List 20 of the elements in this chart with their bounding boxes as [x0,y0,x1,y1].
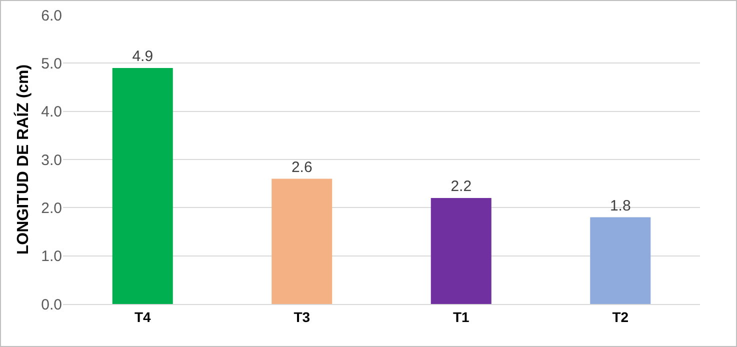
bar [112,68,173,304]
bar [272,178,332,304]
data-label: 2.2 [450,178,472,196]
bar [590,217,651,304]
data-label: 2.6 [291,158,312,176]
data-label: 1.8 [610,197,631,214]
y-tick-label: 4.0 [41,104,62,121]
y-tick-label: 2.0 [41,200,62,217]
bar [430,198,492,304]
data-label: 4.9 [132,48,154,65]
y-axis-title: LONGITUD DE RAÍZ (cm) [13,64,32,255]
x-tick-label: T4 [134,308,152,325]
x-tick-label: T2 [612,308,629,325]
y-tick-label: 6.0 [41,7,62,24]
y-tick-label: 0.0 [41,296,62,314]
y-tick-label: 1.0 [41,248,62,266]
x-tick-label: T3 [294,308,310,325]
x-tick-label: T1 [452,308,470,325]
y-tick-label: 5.0 [41,55,62,72]
y-tick-label: 3.0 [41,152,62,169]
